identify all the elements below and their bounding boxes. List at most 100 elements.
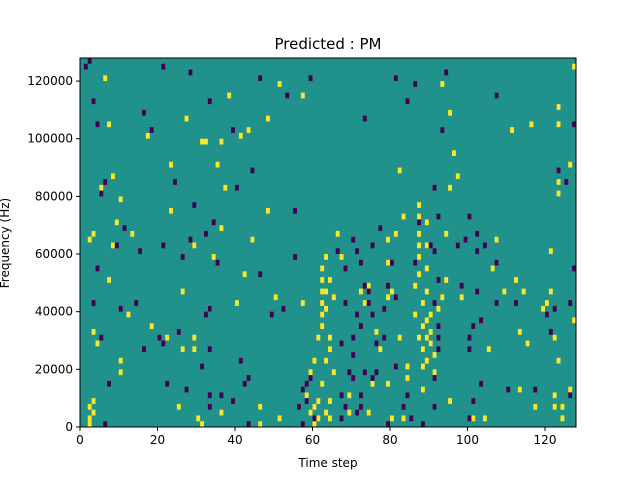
- heatmap-cell: [339, 392, 344, 399]
- heatmap-cell: [165, 334, 170, 341]
- heatmap-cell: [366, 288, 371, 295]
- heatmap-cell: [444, 230, 449, 237]
- heatmap-cell: [149, 127, 154, 133]
- heatmap-cell: [374, 369, 379, 376]
- heatmap-cell: [273, 294, 278, 301]
- heatmap-cell: [99, 184, 104, 191]
- heatmap-cell: [432, 352, 437, 358]
- heatmap-cell: [417, 230, 421, 237]
- heatmap-cell: [258, 403, 263, 410]
- heatmap-cell: [378, 346, 383, 353]
- heatmap-cell: [328, 415, 332, 422]
- heatmap-cell: [386, 421, 390, 427]
- heatmap-cell: [417, 219, 421, 226]
- heatmap-cell: [467, 213, 472, 220]
- x-tick-label: 80: [382, 433, 397, 447]
- heatmap-cell: [281, 305, 286, 312]
- heatmap-cell: [444, 69, 449, 76]
- heatmap-cell: [459, 282, 464, 289]
- heatmap-cell: [324, 254, 328, 260]
- heatmap-cell: [436, 305, 441, 312]
- heatmap-cell: [207, 346, 212, 353]
- heatmap-cell: [417, 202, 421, 208]
- heatmap-cell: [552, 392, 557, 399]
- heatmap-cell: [568, 386, 573, 393]
- heatmap-cell: [204, 230, 208, 237]
- heatmap-cell: [142, 109, 146, 116]
- heatmap-cell: [529, 121, 534, 128]
- heatmap-cell: [312, 415, 317, 422]
- heatmap-cell: [107, 277, 111, 283]
- heatmap-cell: [405, 363, 410, 370]
- heatmap-cell: [413, 282, 418, 289]
- heatmap-cell: [432, 300, 437, 306]
- heatmap-cell: [118, 196, 123, 203]
- heatmap-cell: [560, 403, 565, 410]
- heatmap-cell: [401, 403, 406, 410]
- heatmap-cell: [324, 409, 328, 416]
- heatmap-cell: [192, 242, 197, 249]
- heatmap-cell: [467, 346, 472, 353]
- x-tick-label: 40: [227, 433, 242, 447]
- heatmap-cell: [227, 92, 232, 99]
- heatmap-cell: [351, 375, 356, 381]
- heatmap-cell: [258, 421, 263, 427]
- heatmap-cell: [366, 282, 371, 289]
- heatmap-cell: [196, 415, 201, 422]
- heatmap-cell: [343, 265, 348, 272]
- heatmap-cell: [471, 415, 476, 422]
- heatmap-cell: [95, 340, 100, 347]
- heatmap-cell: [324, 305, 328, 312]
- heatmap-cell: [188, 236, 193, 243]
- heatmap-cell: [312, 403, 317, 410]
- heatmap-cell: [440, 294, 445, 301]
- heatmap-cell: [548, 248, 553, 255]
- heatmap-cell: [343, 403, 348, 410]
- heatmap-cell: [180, 346, 185, 353]
- heatmap-cell: [242, 271, 247, 278]
- heatmap-cell: [161, 63, 166, 70]
- heatmap-cell: [122, 225, 127, 231]
- heatmap-cell: [235, 300, 239, 306]
- heatmap-cell: [452, 150, 456, 157]
- heatmap-cell: [114, 242, 119, 249]
- heatmap-cell: [328, 334, 332, 341]
- heatmap-cell: [556, 190, 561, 197]
- heatmap-cell: [393, 75, 398, 82]
- heatmap-cell: [339, 340, 344, 347]
- heatmap-cell: [328, 277, 332, 283]
- heatmap-cell: [417, 271, 421, 278]
- heatmap-cell: [552, 334, 557, 341]
- heatmap-cell: [359, 392, 363, 399]
- heatmap-cell: [149, 323, 154, 329]
- heatmap-cell: [421, 323, 425, 329]
- heatmap-cell: [312, 421, 317, 427]
- heatmap-cell: [382, 305, 387, 312]
- heatmap-cell: [192, 334, 197, 341]
- heatmap-cell: [471, 323, 476, 329]
- heatmap-cell: [494, 300, 499, 306]
- heatmap-cell: [91, 300, 96, 306]
- heatmap-cell: [521, 288, 526, 295]
- heatmap-cell: [390, 415, 394, 422]
- heatmap-cell: [405, 392, 410, 399]
- heatmap-cell: [386, 282, 390, 289]
- heatmap-cell: [359, 403, 363, 410]
- heatmap-cell: [238, 132, 243, 139]
- heatmap-cell: [393, 230, 398, 237]
- heatmap-cell: [293, 207, 297, 214]
- heatmap-cell: [192, 346, 197, 353]
- heatmap-cell: [316, 398, 321, 404]
- heatmap-cell: [207, 392, 212, 399]
- y-tick-label: 120000: [27, 74, 73, 88]
- heatmap-cell: [362, 300, 367, 306]
- heatmap-cell: [541, 305, 545, 312]
- heatmap-cell: [312, 357, 317, 364]
- heatmap-cell: [316, 334, 321, 341]
- heatmap-cell: [300, 421, 305, 427]
- heatmap-cell: [339, 415, 344, 422]
- heatmap-cell: [304, 392, 309, 399]
- heatmap-cell: [161, 242, 166, 249]
- heatmap-cell: [355, 409, 359, 416]
- heatmap-cell: [405, 98, 410, 105]
